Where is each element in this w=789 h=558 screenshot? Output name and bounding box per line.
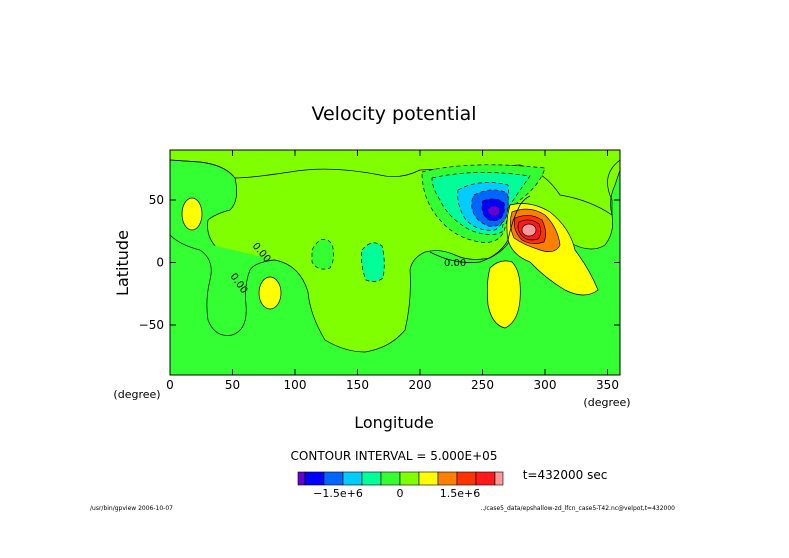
x-tick-label: 300: [534, 378, 557, 392]
plot-area: [170, 150, 620, 375]
colorbar-swatch: [437, 471, 458, 486]
x-unit-label: (degree): [583, 396, 630, 409]
colorbar-tick-label: 1.5e+6: [440, 487, 480, 500]
colorbar-tick-label: −1.5e+6: [313, 487, 363, 500]
x-tick-label: 150: [346, 378, 369, 392]
colorbar-swatch: [456, 471, 477, 486]
y-unit-label: (degree): [113, 388, 160, 401]
x-axis-label: Longitude: [354, 413, 434, 432]
contour-region-pos-2_5: [521, 223, 537, 237]
y-tick-label: 50: [149, 193, 164, 207]
colorbar-swatch: [361, 471, 382, 486]
contour-region-neg-patch-120: [311, 238, 334, 270]
colorbar-tick-label: 0: [397, 487, 404, 500]
contour-interval-text: CONTOUR INTERVAL = 5.000E+05: [291, 449, 498, 463]
time-label: t=432000 sec: [523, 468, 608, 482]
colorbar-swatch: [494, 471, 504, 486]
footer-left: /usr/bin/gpview 2006-10-07: [90, 505, 173, 512]
colorbar: −1.5e+6 0 1.5e+6: [297, 471, 504, 500]
colorbar-swatch: [475, 471, 496, 486]
contour-region-neg-central: [361, 242, 385, 282]
zero-contour-line: [429, 195, 531, 263]
colorbar-swatch: [323, 471, 344, 486]
footer-right: ../case5_data/epshallow-zd_lfcn_case5-T4…: [481, 505, 676, 512]
contour-region-neg-north-patch: [170, 150, 620, 216]
colorbar-swatch: [399, 471, 420, 486]
x-tick-label: 200: [409, 378, 432, 392]
colorbar-swatch: [304, 471, 325, 486]
x-tick-label: 100: [284, 378, 307, 392]
y-tick-label: −50: [139, 318, 164, 332]
x-tick-label: 350: [596, 378, 619, 392]
contour-region-neg-southwest: [170, 234, 276, 336]
contour-label: 0.00: [444, 258, 466, 269]
x-tick-label: 50: [225, 378, 240, 392]
colorbar-swatch: [418, 471, 439, 486]
axes: 0 50 100 150 200 250 300 350 50 0 −50: [139, 150, 620, 392]
chart-title: Velocity potential: [311, 103, 476, 125]
contour-region-neg-3: [487, 205, 501, 217]
contour-region-pos-southeast: [486, 260, 521, 329]
y-tick-label: 0: [156, 256, 164, 270]
colorbar-swatch: [380, 471, 401, 486]
contour-region-pos-southwest: [258, 276, 282, 310]
x-tick-label: 250: [471, 378, 494, 392]
y-axis-label: Latitude: [113, 230, 132, 296]
colorbar-swatch: [342, 471, 363, 486]
x-tick-label: 0: [166, 378, 174, 392]
colorbar-swatch: [297, 471, 306, 486]
contour-region-pos-west: [181, 197, 203, 231]
